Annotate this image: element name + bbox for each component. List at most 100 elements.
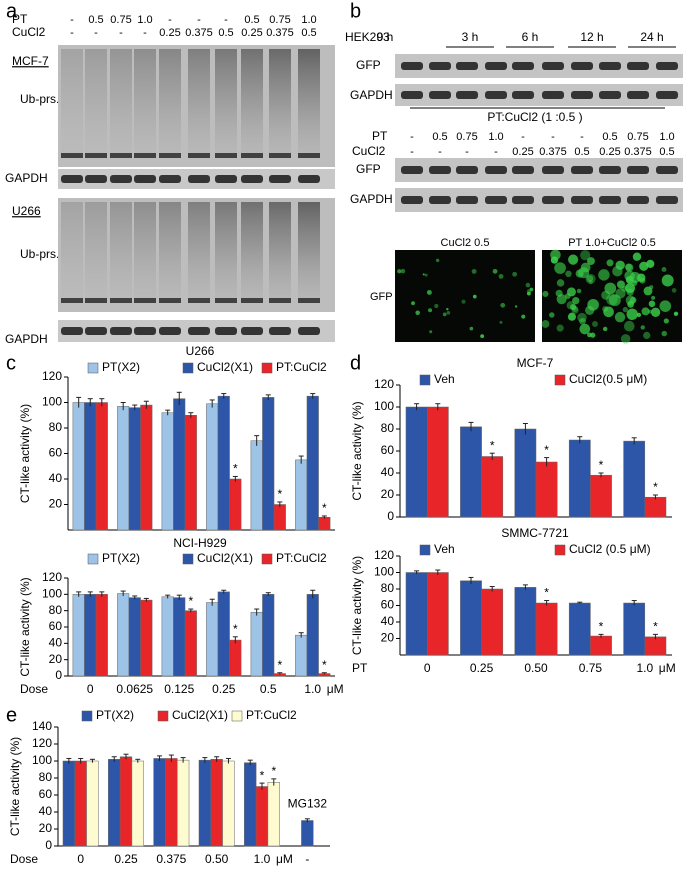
band <box>215 175 237 183</box>
smear <box>110 202 132 298</box>
significance: * <box>188 594 193 608</box>
cell <box>585 273 596 284</box>
significance: * <box>260 768 265 782</box>
cell <box>629 271 641 284</box>
y-tick-label: 0 <box>387 509 394 523</box>
cell <box>512 271 518 277</box>
bar <box>460 580 482 656</box>
band <box>241 327 263 335</box>
lane-value: 0.5 <box>602 131 617 143</box>
cell <box>625 263 632 271</box>
cell <box>541 320 550 328</box>
bar <box>590 474 612 518</box>
cell <box>587 298 599 311</box>
cell <box>661 274 674 287</box>
cell-label: HEK293 <box>345 30 390 44</box>
bar <box>535 461 558 518</box>
cell <box>565 293 571 299</box>
significance: * <box>233 462 238 476</box>
row-label: PT <box>12 12 28 26</box>
bar <box>84 594 97 677</box>
y-tick-label: 80 <box>39 770 53 784</box>
legend-swatch <box>87 362 99 374</box>
cell <box>542 290 549 298</box>
legend-swatch <box>231 710 243 722</box>
cell <box>579 323 591 335</box>
band <box>656 91 678 99</box>
cell <box>572 297 580 305</box>
cell <box>586 275 594 282</box>
band <box>599 196 621 204</box>
y-tick-label: 120 <box>32 736 52 750</box>
cell <box>529 287 534 292</box>
band <box>456 196 478 204</box>
cell <box>612 266 623 277</box>
smear <box>61 202 83 298</box>
bar <box>405 572 428 656</box>
x-tick-label: 1.0 <box>254 852 271 866</box>
y-axis-label: CT-like activity (%) <box>350 556 364 655</box>
cell <box>435 258 440 263</box>
band <box>485 166 507 174</box>
x-tick-label: 0.25 <box>114 852 138 866</box>
cell <box>632 252 642 261</box>
band <box>61 298 83 303</box>
panel-label: c <box>6 352 16 374</box>
cell <box>570 303 577 311</box>
band <box>159 175 181 183</box>
lane-value: 0.5 <box>218 27 233 39</box>
bar <box>161 596 174 677</box>
cell <box>555 289 563 297</box>
cell <box>673 312 678 317</box>
x-unit: μM <box>659 661 676 675</box>
lane-value: 0.5 <box>432 131 447 143</box>
significance: * <box>233 622 238 636</box>
cell <box>498 273 504 279</box>
lane-value: 0.5 <box>574 146 589 158</box>
bar <box>644 636 667 656</box>
bar <box>250 440 263 531</box>
band <box>429 91 451 99</box>
band <box>269 175 291 183</box>
cell <box>650 307 661 317</box>
lane-value: 0.75 <box>456 131 477 143</box>
legend-swatch <box>157 710 169 722</box>
smear <box>298 202 320 298</box>
legend-swatch <box>419 374 431 386</box>
band <box>215 153 237 158</box>
cell <box>461 299 466 304</box>
band <box>134 298 156 303</box>
cell <box>525 282 531 288</box>
band <box>512 166 534 174</box>
cell <box>480 334 485 339</box>
chart-title: SMMC-7721 <box>501 526 569 540</box>
cell <box>603 306 614 318</box>
bar <box>161 412 174 531</box>
lane-value: - <box>410 131 414 143</box>
y-tick-label: 0 <box>45 838 52 852</box>
smear <box>110 49 132 153</box>
cell <box>661 330 668 337</box>
band <box>401 62 423 70</box>
lane-value: 0.75 <box>110 14 131 26</box>
blot-label: Ub-prs. <box>20 247 59 261</box>
lane-value: 0.375 <box>624 146 652 158</box>
significance: * <box>653 620 658 634</box>
bar <box>568 602 591 656</box>
band <box>627 91 649 99</box>
lane-value: - <box>70 27 74 39</box>
bar <box>173 398 186 531</box>
lane-value: 0.25 <box>599 146 620 158</box>
lane-value: - <box>143 27 147 39</box>
bar <box>128 597 141 677</box>
x-tick-label: 1.0 <box>636 661 653 675</box>
bar <box>481 588 504 656</box>
bar <box>184 610 197 677</box>
smear <box>134 49 156 153</box>
smear <box>134 202 156 298</box>
legend-label: PT(X2) <box>102 551 140 565</box>
y-tick-label: 40 <box>39 804 53 818</box>
significance: * <box>277 487 282 501</box>
lane-value: 1.0 <box>488 131 503 143</box>
